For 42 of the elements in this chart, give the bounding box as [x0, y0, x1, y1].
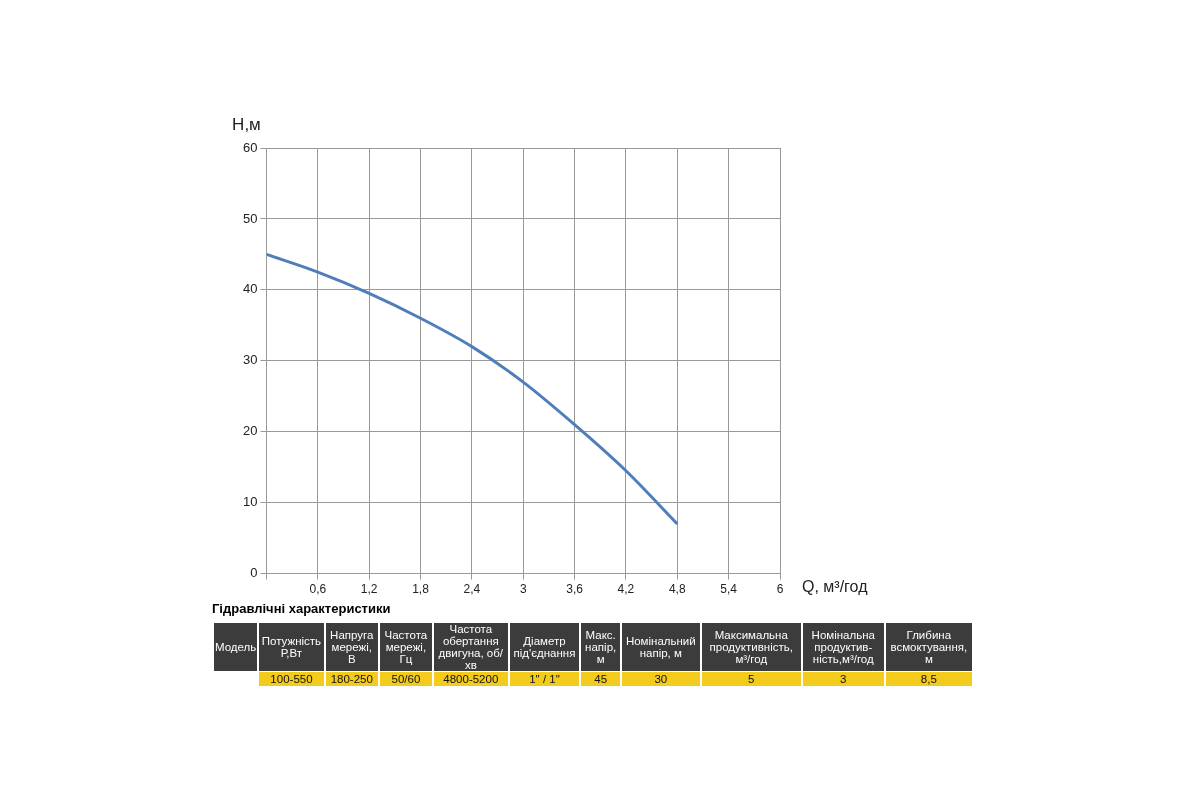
x-tick-label: 4,8: [668, 582, 686, 597]
text: Модель: [214, 623, 258, 671]
text: Макс. напір, м: [581, 623, 621, 671]
text: Максимальна продуктивність, м³/год: [701, 623, 801, 671]
text: Гідравлічні характеристики: [212, 601, 392, 616]
text: 4800-5200: [433, 672, 508, 686]
text: 3: [802, 672, 884, 686]
y-tick-label: 50: [242, 210, 258, 226]
x-tick-label: 3: [519, 582, 527, 597]
text: 8,5: [885, 672, 972, 686]
text: 5: [701, 672, 801, 686]
text: 100-550: [259, 672, 324, 686]
line-series: [266, 252, 679, 526]
text: 45: [581, 672, 621, 686]
x-tick-label: 4,2: [617, 582, 635, 597]
y-tick-label: 10: [242, 494, 258, 510]
text: 1" / 1": [509, 672, 580, 686]
text: 180-250: [325, 672, 378, 686]
x-tick-label: 1,2: [360, 582, 378, 597]
text: Частота мережі, Гц: [379, 623, 432, 671]
y-tick-label: 60: [242, 139, 258, 155]
x-tick-label: 3,6: [566, 582, 584, 597]
x-tick-label: 0,6: [309, 582, 327, 597]
text: Потужність Р,Вт: [259, 623, 324, 671]
x-tick-label: 5,4: [720, 582, 738, 597]
text: 50/60: [379, 672, 432, 686]
y-tick-label: 20: [242, 423, 258, 439]
x-axis-title: Q, м³/год: [802, 578, 869, 596]
y-tick-label: 40: [242, 281, 258, 297]
y-axis-title: Н,м: [232, 115, 261, 135]
text: Частота обертання двигуна, об/хв: [433, 623, 508, 671]
text: 30: [622, 672, 700, 686]
x-tick-label: 6: [776, 582, 784, 597]
x-tick-label: 2,4: [463, 582, 481, 597]
text: Номінальна продуктив-ність,м³/год: [802, 623, 884, 671]
text: Діаметр під'єднання: [509, 623, 580, 671]
y-tick-label: 0: [250, 565, 258, 581]
y-tick-label: 30: [242, 352, 258, 368]
text: Глибина всмоктування, м: [885, 623, 972, 671]
text: Напруга мережі, В: [325, 623, 378, 671]
x-tick-label: 1,8: [412, 582, 430, 597]
text: Номінальний напір, м: [622, 623, 700, 671]
